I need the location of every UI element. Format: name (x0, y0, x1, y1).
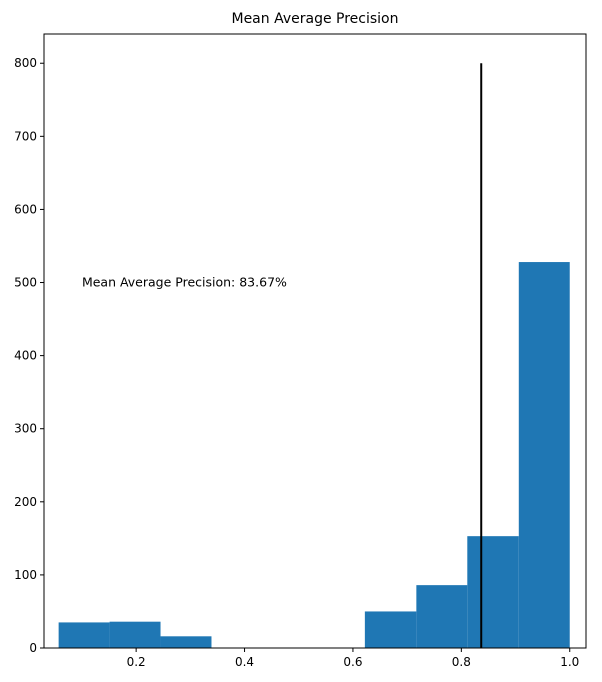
x-tick-label: 1.0 (560, 655, 579, 669)
axes-frame (43, 33, 587, 649)
y-axis-ticks: 0 100 200 300 400 500 600 700 800 (14, 56, 44, 655)
y-tick-label: 100 (14, 568, 37, 582)
y-tick-label: 600 (14, 202, 37, 216)
y-tick-label: 300 (14, 422, 37, 436)
y-tick-label: 700 (14, 129, 37, 143)
histogram-bar (416, 585, 468, 648)
histogram-bar (109, 621, 161, 648)
chart-title: Mean Average Precision (231, 11, 398, 27)
histogram-bar (364, 611, 417, 648)
y-tick-label: 200 (14, 495, 37, 509)
histogram-bars (58, 262, 570, 648)
x-tick-label: 0.2 (127, 655, 146, 669)
y-tick-label: 0 (29, 641, 37, 655)
histogram-bar (518, 262, 570, 648)
x-tick-label: 0.6 (343, 655, 362, 669)
y-tick-label: 400 (14, 349, 37, 363)
y-tick-label: 800 (14, 56, 37, 70)
histogram-bar (58, 622, 110, 648)
histogram-bar (160, 636, 212, 648)
x-tick-label: 0.4 (235, 655, 254, 669)
annotation-group: Mean Average Precision: 83.67% (82, 275, 287, 290)
x-tick-label: 0.8 (452, 655, 471, 669)
histogram-bar (467, 536, 519, 648)
x-axis-ticks: 0.2 0.4 0.6 0.8 1.0 (127, 648, 579, 669)
mean-ap-annotation: Mean Average Precision: 83.67% (82, 275, 287, 290)
y-tick-label: 500 (14, 276, 37, 290)
